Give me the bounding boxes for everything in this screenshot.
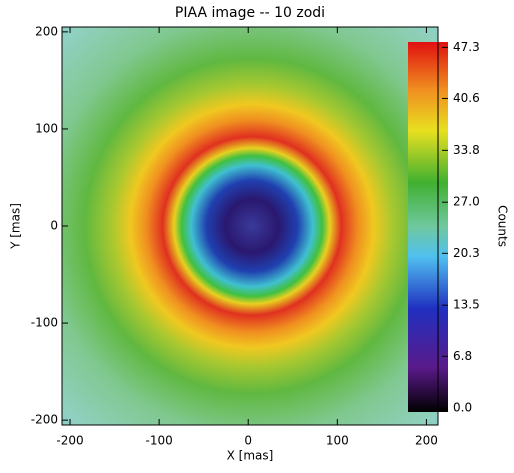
colorbar-tick-label: 20.3 (453, 246, 480, 260)
y-tick-label: -100 (31, 316, 58, 330)
y-tick-label: 200 (35, 24, 58, 38)
chart: PIAA image -- 10 zodi X [mas] Y [mas] Co… (0, 0, 514, 469)
colorbar-tick-label: 40.6 (453, 91, 480, 105)
colorbar-tick-label: 33.8 (453, 143, 480, 157)
image (62, 27, 438, 425)
x-tick-label: -100 (146, 434, 173, 448)
colorbar-tick-label: 6.8 (453, 349, 472, 363)
colorbar-label: Counts (496, 205, 510, 247)
y-tick-label: 0 (50, 219, 58, 233)
y-axis-label: Y [mas] (9, 203, 23, 250)
y-tick-label: 100 (35, 121, 58, 135)
x-tick-label: -200 (56, 434, 83, 448)
y-tick-label: -200 (31, 413, 58, 427)
x-axis-label: X [mas] (227, 449, 274, 463)
x-tick-label: 200 (415, 434, 438, 448)
colorbar-tick-label: 13.5 (453, 298, 480, 312)
chart-title: PIAA image -- 10 zodi (175, 5, 325, 21)
colorbar-tick-label: 27.0 (453, 195, 480, 209)
colorbar-tick-label: 0.0 (453, 401, 472, 415)
colorbar-tick-label: 47.3 (453, 40, 480, 54)
x-tick-label: 100 (326, 434, 349, 448)
x-tick-label: 0 (244, 434, 252, 448)
